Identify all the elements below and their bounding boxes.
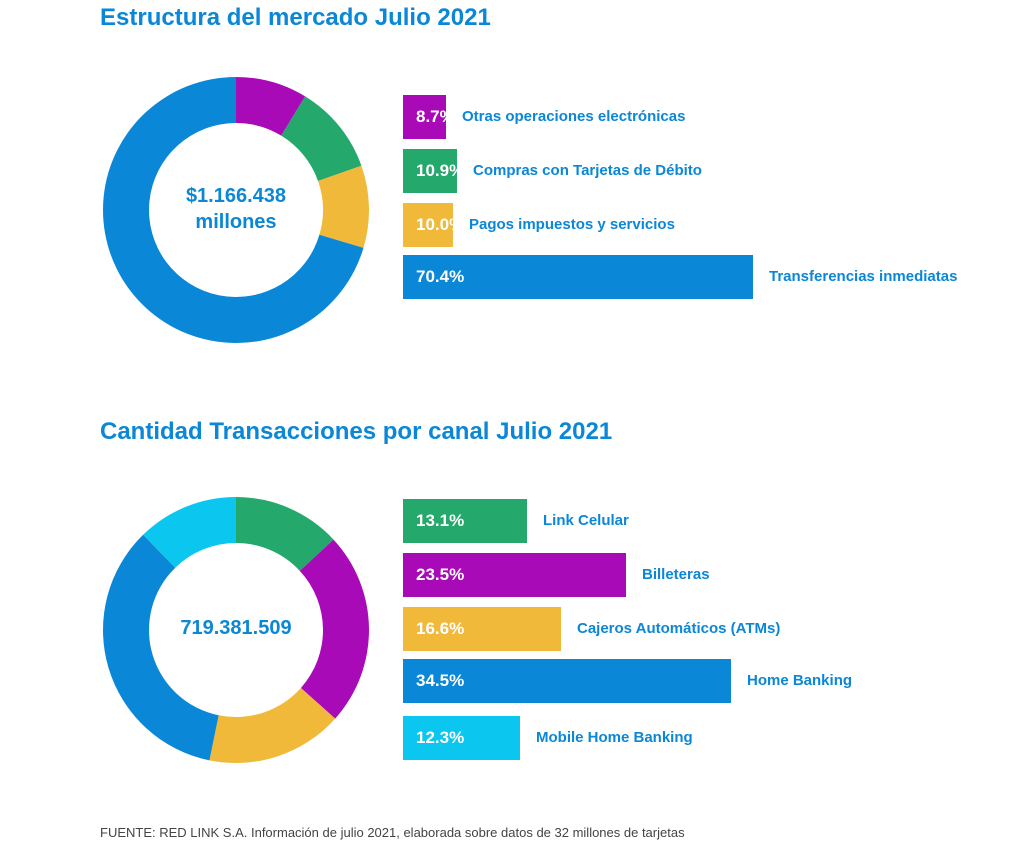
bar-compras-con-tarjetas-de-d-bito: 10.9% bbox=[403, 149, 464, 193]
bar-label-transferencias-inmediatas: Transferencias inmediatas bbox=[769, 268, 958, 285]
center-total-unit: millones bbox=[195, 211, 277, 233]
source-note: FUENTE: RED LINK S.A. Información de jul… bbox=[100, 825, 685, 840]
chart-title-transactions-by-channel: Cantidad Transacciones por canal Julio 2… bbox=[100, 418, 613, 445]
bar-mobile-home-banking: 12.3% bbox=[403, 716, 520, 760]
center-transactions-value: 719.381.509 bbox=[180, 617, 292, 639]
bar-label-cajeros-autom-ticos-atms: Cajeros Automáticos (ATMs) bbox=[577, 620, 781, 637]
donut-slice-billeteras bbox=[299, 539, 369, 719]
donut-slice-compras-con-tarjetas-de-d-bito bbox=[281, 96, 362, 182]
bar-otras-operaciones-electr-nicas: 8.7% bbox=[403, 95, 455, 139]
bar-label-link-celular: Link Celular bbox=[543, 512, 629, 529]
chart-title-market-structure: Estructura del mercado Julio 2021 bbox=[100, 4, 491, 31]
donut-slice-pagos-impuestos-y-servicios bbox=[318, 165, 369, 248]
bar-label-home-banking: Home Banking bbox=[747, 672, 853, 689]
bar-label-billeteras: Billeteras bbox=[642, 566, 710, 583]
donut-slice-transferencias-inmediatas bbox=[102, 76, 364, 343]
center-total-value: $1.166.438 bbox=[185, 185, 287, 207]
bar-cajeros-autom-ticos-atms: 16.6% bbox=[403, 607, 561, 651]
bar-label-mobile-home-banking: Mobile Home Banking bbox=[536, 729, 693, 746]
donut-slice-link-celular bbox=[236, 497, 334, 571]
donut-slice-otras-operaciones-electr-nicas bbox=[236, 77, 306, 136]
donut-chart-transactions bbox=[102, 497, 369, 763]
bar-transferencias-inmediatas: 70.4% bbox=[403, 255, 753, 299]
bar-billeteras: 23.5% bbox=[403, 553, 626, 597]
donut-slice-cajeros-autom-ticos-atms bbox=[209, 687, 336, 763]
donut-slice-home-banking bbox=[102, 534, 219, 761]
bar-link-celular: 13.1% bbox=[403, 499, 527, 543]
donut-center-total-amount: $1.166.438 millones bbox=[150, 183, 322, 235]
donut-slice-mobile-home-banking bbox=[143, 497, 236, 568]
donut-chart-market-structure bbox=[102, 76, 369, 343]
bar-pagos-impuestos-y-servicios: 10.0% bbox=[403, 203, 464, 247]
bar-label-otras-operaciones-electr-nicas: Otras operaciones electrónicas bbox=[462, 108, 686, 125]
bar-home-banking: 34.5% bbox=[403, 659, 731, 703]
bar-label-compras-con-tarjetas-de-d-bito: Compras con Tarjetas de Débito bbox=[473, 162, 702, 179]
bar-label-pagos-impuestos-y-servicios: Pagos impuestos y servicios bbox=[469, 216, 675, 233]
donut-center-total-transactions: 719.381.509 bbox=[150, 615, 322, 641]
